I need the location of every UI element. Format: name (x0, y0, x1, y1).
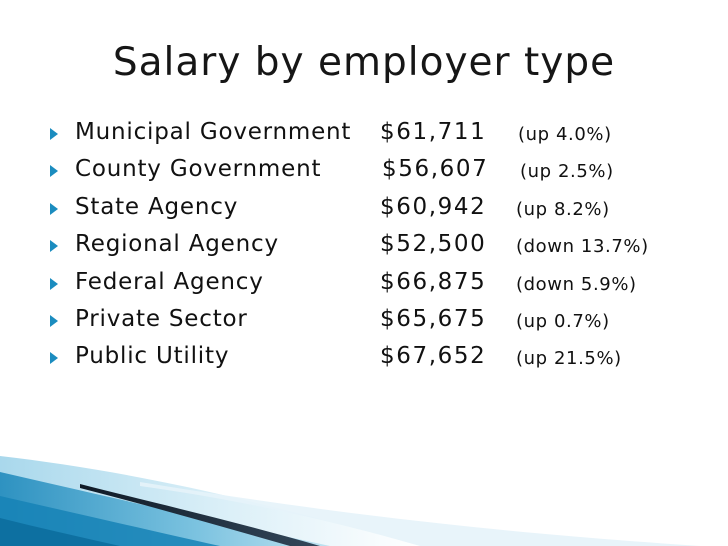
salary-value: $65,675 (380, 306, 487, 332)
bullet-arrow-icon (50, 240, 58, 252)
salary-value: $60,942 (380, 194, 487, 220)
bullet-arrow-icon (50, 352, 58, 364)
list-item: Municipal Government $61,711 (up 4.0%) (0, 116, 728, 152)
employer-type-label: Municipal Government (75, 119, 352, 145)
employer-type-label: Public Utility (75, 343, 230, 369)
salary-change: (up 2.5%) (520, 161, 614, 182)
salary-value: $52,500 (380, 231, 487, 257)
salary-change: (up 4.0%) (518, 124, 612, 145)
salary-value: $56,607 (382, 156, 489, 182)
list-item: Regional Agency $52,500 (down 13.7%) (0, 228, 728, 264)
employer-type-label: State Agency (75, 194, 239, 220)
employer-type-label: Federal Agency (75, 269, 264, 295)
employer-type-label: Private Sector (75, 306, 248, 332)
decorative-swoosh (0, 456, 700, 546)
employer-type-label: Regional Agency (75, 231, 279, 257)
employer-type-label: County Government (75, 156, 322, 182)
list-item: Public Utility $67,652 (up 21.5%) (0, 340, 728, 376)
bullet-arrow-icon (50, 315, 58, 327)
bullet-arrow-icon (50, 203, 58, 215)
bullet-arrow-icon (50, 165, 58, 177)
salary-change: (down 13.7%) (516, 236, 649, 257)
list-item: County Government $56,607 (up 2.5%) (0, 153, 728, 189)
salary-value: $61,711 (380, 119, 487, 145)
list-item: Private Sector $65,675 (up 0.7%) (0, 303, 728, 339)
salary-change: (up 21.5%) (516, 348, 622, 369)
salary-change: (up 0.7%) (516, 311, 610, 332)
salary-change: (up 8.2%) (516, 199, 610, 220)
bullet-arrow-icon (50, 278, 58, 290)
salary-value: $66,875 (380, 269, 487, 295)
list-item: State Agency $60,942 (up 8.2%) (0, 191, 728, 227)
slide-title: Salary by employer type (112, 40, 616, 85)
list-item: Federal Agency $66,875 (down 5.9%) (0, 266, 728, 302)
bullet-arrow-icon (50, 128, 58, 140)
salary-value: $67,652 (380, 343, 487, 369)
salary-change: (down 5.9%) (516, 274, 637, 295)
